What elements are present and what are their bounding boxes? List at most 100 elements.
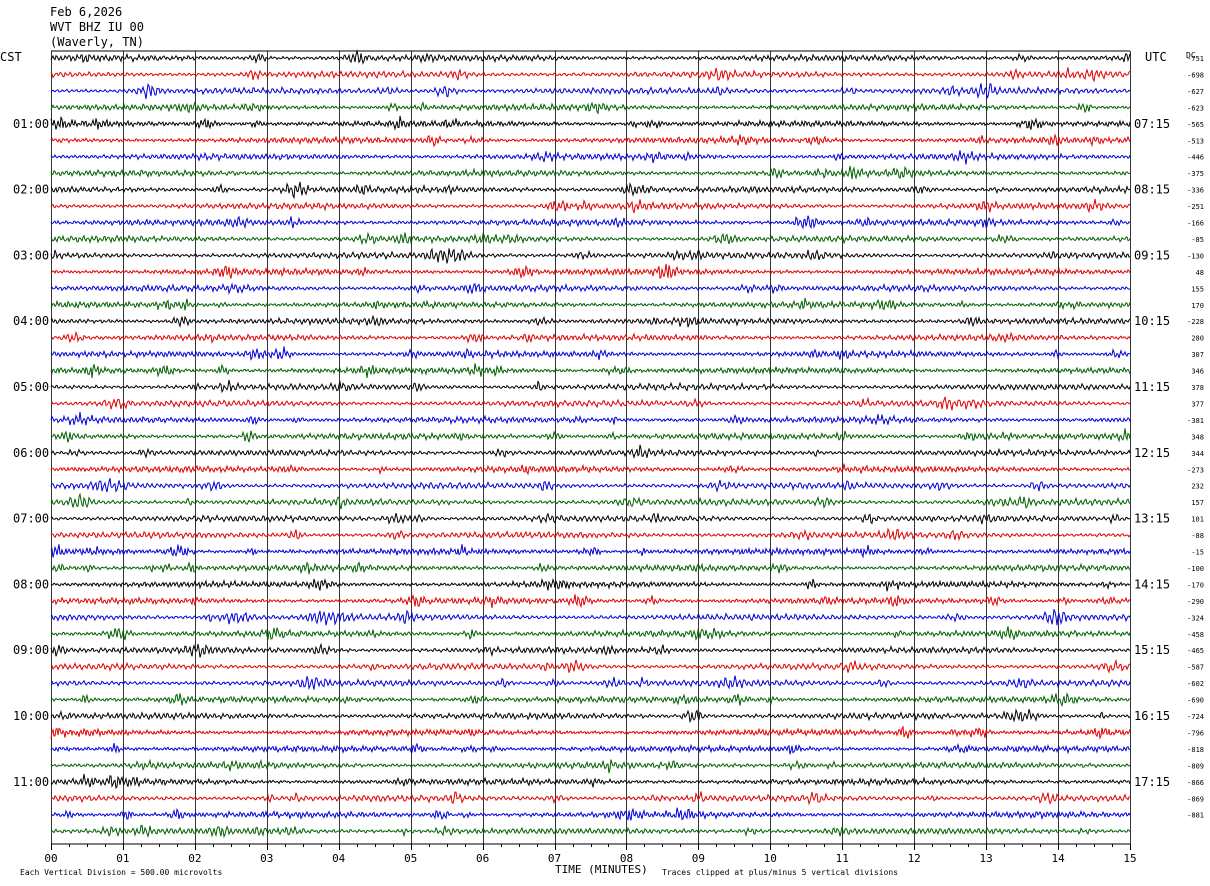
- hour-label-left: 08:00: [13, 577, 49, 591]
- footer-right: Traces clipped at plus/minus 5 vertical …: [662, 868, 898, 877]
- trace-35: [50, 626, 1131, 641]
- dc-offset-label: 101: [1191, 516, 1204, 524]
- x-tick-label: 11: [836, 852, 849, 865]
- trace-28: [50, 512, 1131, 525]
- trace-47: [50, 824, 1131, 839]
- dc-label: DC: [1186, 51, 1196, 60]
- dc-offset-label: -324: [1187, 614, 1204, 622]
- dc-offset-label: -446: [1187, 154, 1204, 162]
- x-tick-label: 01: [116, 852, 129, 865]
- trace-15: [50, 297, 1131, 311]
- trace-26: [50, 478, 1131, 493]
- trace-30: [50, 544, 1131, 559]
- dc-offset-label: -513: [1187, 137, 1204, 145]
- right-zone-label: UTC: [1145, 50, 1167, 64]
- dc-offset-label: -166: [1187, 220, 1204, 228]
- trace-37: [50, 658, 1131, 674]
- dc-offset-label: -336: [1187, 187, 1204, 195]
- left-zone-label: CST: [0, 50, 22, 64]
- dc-offset-label: -869: [1187, 795, 1204, 803]
- dc-offset-label: -15: [1191, 549, 1204, 557]
- dc-offset-label: -100: [1187, 565, 1204, 573]
- dc-offset-label: -381: [1187, 417, 1204, 425]
- x-tick-label: 06: [476, 852, 489, 865]
- trace-23: [50, 428, 1131, 443]
- dc-offset-label: 48: [1196, 269, 1204, 277]
- trace-19: [50, 363, 1131, 379]
- x-tick-label: 02: [188, 852, 201, 865]
- trace-32: [50, 577, 1131, 592]
- trace-36: [50, 642, 1131, 658]
- trace-9: [50, 198, 1131, 214]
- x-tick-label: 00: [44, 852, 57, 865]
- x-tick-label: 07: [548, 852, 561, 865]
- dc-offset-label: 155: [1191, 285, 1204, 293]
- trace-34: [50, 609, 1131, 626]
- dc-offset-label: -809: [1187, 762, 1204, 770]
- hour-label-right: 08:15: [1134, 183, 1170, 197]
- dc-offset-label: -690: [1187, 697, 1204, 705]
- hour-label-right: 11:15: [1134, 380, 1170, 394]
- trace-5: [50, 133, 1131, 148]
- hour-labels-left: 01:00 02:00 03:00 04:00 05:00 06:00 07:00 08:00…: [13, 117, 49, 789]
- hour-label-left: 06:00: [13, 446, 49, 460]
- dc-offset-label: 348: [1191, 433, 1204, 441]
- trace-27: [50, 492, 1131, 510]
- header-date: Feb 6,2026: [50, 5, 122, 19]
- dc-offset-label: -751: [1187, 55, 1204, 63]
- dc-offset-label: -796: [1187, 729, 1204, 737]
- trace-38: [50, 675, 1131, 691]
- trace-3: [50, 101, 1131, 115]
- dc-offset-label: -866: [1187, 779, 1204, 787]
- trace-12: [50, 247, 1131, 264]
- x-tick-label: 03: [260, 852, 273, 865]
- trace-42: [50, 742, 1131, 755]
- dc-offset-label: -587: [1187, 664, 1204, 672]
- dc-offset-label: 344: [1191, 450, 1204, 458]
- trace-24: [50, 444, 1131, 459]
- trace-7: [50, 165, 1131, 180]
- dc-offset-label: -88: [1191, 532, 1204, 540]
- trace-18: [50, 346, 1131, 361]
- hour-label-left: 01:00: [13, 117, 49, 131]
- x-tick-label: 09: [692, 852, 705, 865]
- hour-label-left: 10:00: [13, 709, 49, 723]
- x-tick-label: 04: [332, 852, 346, 865]
- trace-6: [50, 150, 1131, 165]
- hour-labels-right: 07:15 08:15 09:15 10:15 11:15 12:15 13:15 14:15…: [1134, 117, 1170, 789]
- trace-22: [50, 411, 1131, 426]
- trace-29: [50, 527, 1131, 542]
- hour-label-right: 14:15: [1134, 577, 1170, 591]
- x-tick-label: 05: [404, 852, 417, 865]
- x-tick-label: 13: [979, 852, 992, 865]
- trace-1: [50, 67, 1131, 83]
- hour-label-left: 03:00: [13, 248, 49, 262]
- hour-label-right: 17:15: [1134, 775, 1170, 789]
- trace-44: [50, 773, 1131, 790]
- header-station: WVT BHZ IU 00: [50, 20, 144, 34]
- trace-11: [50, 231, 1131, 246]
- dc-offset-labels: -751 -698 -627 -623 -565 -513 -446 -375 -336 -251…: [1187, 55, 1204, 820]
- hour-label-right: 09:15: [1134, 248, 1170, 262]
- trace-4: [50, 115, 1131, 131]
- dc-offset-label: 307: [1191, 351, 1204, 359]
- trace-group: [50, 49, 1131, 839]
- header-location: (Waverly, TN): [50, 35, 144, 49]
- x-tick-label: 10: [764, 852, 777, 865]
- trace-45: [50, 791, 1131, 806]
- trace-39: [50, 691, 1130, 708]
- dc-offset-label: 280: [1191, 335, 1204, 343]
- dc-offset-label: 157: [1191, 499, 1204, 507]
- trace-41: [50, 725, 1131, 740]
- dc-offset-label: -627: [1187, 88, 1204, 96]
- hour-label-left: 04:00: [13, 314, 49, 328]
- hour-label-right: 10:15: [1134, 314, 1170, 328]
- trace-33: [50, 593, 1131, 609]
- dc-offset-label: -170: [1187, 581, 1204, 589]
- hour-label-left: 11:00: [13, 775, 49, 789]
- hour-label-right: 15:15: [1134, 643, 1170, 657]
- trace-13: [50, 263, 1131, 280]
- dc-offset-label: -251: [1187, 203, 1204, 211]
- x-tick-labels: 00 01 02 03 04 05 06 07 08 09 10 11 12 13 14 15: [44, 852, 1136, 865]
- dc-offset-label: -228: [1187, 318, 1204, 326]
